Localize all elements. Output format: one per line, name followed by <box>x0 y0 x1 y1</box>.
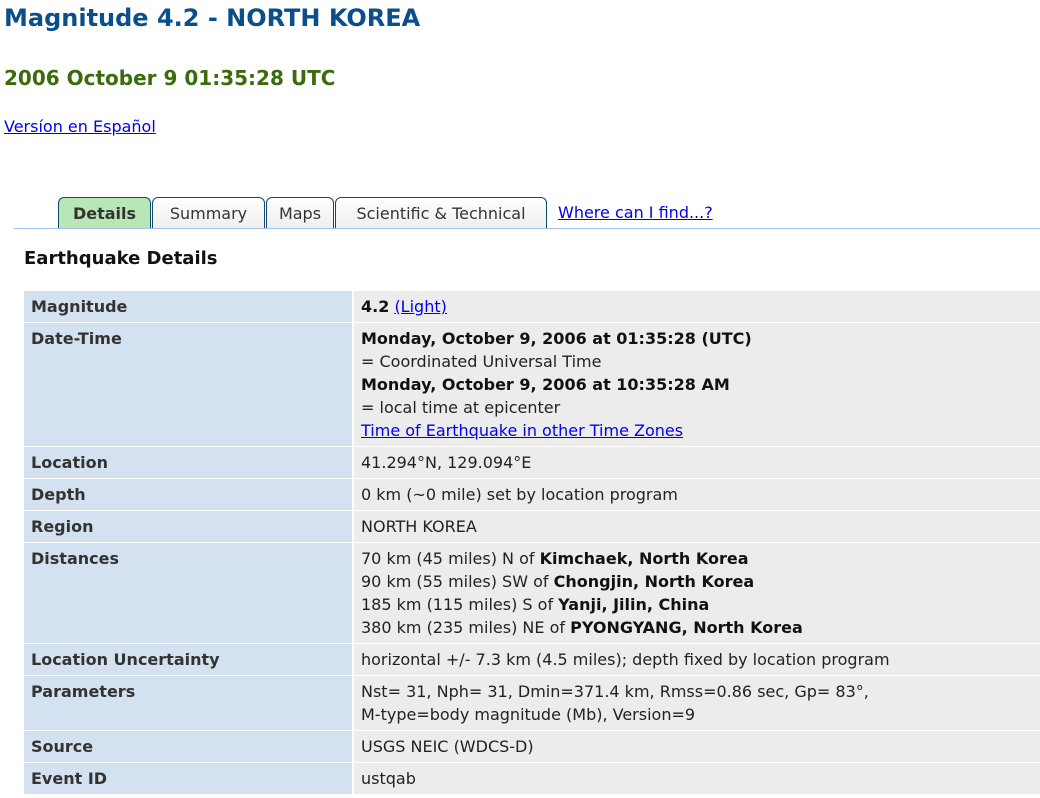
section-title: Earthquake Details <box>24 248 218 269</box>
tab-maps[interactable]: Maps <box>266 197 334 228</box>
row-label: Location <box>24 447 354 478</box>
distance-item: 70 km (45 miles) N of Kimchaek, North Ko… <box>361 549 749 568</box>
tab-details[interactable]: Details <box>58 197 151 228</box>
source-value: USGS NEIC (WDCS-D) <box>354 731 1040 762</box>
distance-item: 380 km (235 miles) NE of PYONGYANG, Nort… <box>361 618 803 637</box>
tab-summary[interactable]: Summary <box>152 197 265 228</box>
parameters-line1: Nst= 31, Nph= 31, Dmin=371.4 km, Rmss=0.… <box>361 682 869 701</box>
row-label: Region <box>24 511 354 542</box>
location-value: 41.294°N, 129.094°E <box>354 447 1040 478</box>
table-row: Source USGS NEIC (WDCS-D) <box>24 731 1040 762</box>
row-label: Parameters <box>24 676 354 730</box>
local-time: Monday, October 9, 2006 at 10:35:28 AM <box>361 375 730 394</box>
table-row: Date-Time Monday, October 9, 2006 at 01:… <box>24 323 1040 446</box>
table-row: Magnitude 4.2 (Light) <box>24 291 1040 322</box>
depth-value: 0 km (~0 mile) set by location program <box>354 479 1040 510</box>
table-row: Region NORTH KOREA <box>24 511 1040 542</box>
row-label: Depth <box>24 479 354 510</box>
magnitude-value: 4.2 <box>361 297 390 316</box>
table-row: Location 41.294°N, 129.094°E <box>24 447 1040 478</box>
row-label: Magnitude <box>24 291 354 322</box>
tab-scientific-technical[interactable]: Scientific & Technical <box>335 197 547 228</box>
row-label: Date-Time <box>24 323 354 446</box>
region-value: NORTH KOREA <box>354 511 1040 542</box>
distance-item: 185 km (115 miles) S of Yanji, Jilin, Ch… <box>361 595 710 614</box>
table-row: Parameters Nst= 31, Nph= 31, Dmin=371.4 … <box>24 676 1040 730</box>
page-title: Magnitude 4.2 - NORTH KOREA <box>4 4 421 32</box>
local-note: = local time at epicenter <box>361 398 561 417</box>
table-row: Depth 0 km (~0 mile) set by location prog… <box>24 479 1040 510</box>
details-table: Magnitude 4.2 (Light) Date-Time Monday, … <box>24 290 1040 795</box>
table-row: Event ID ustqab <box>24 763 1040 794</box>
magnitude-class-link[interactable]: (Light) <box>394 297 447 316</box>
utc-note: = Coordinated Universal Time <box>361 352 602 371</box>
distance-item: 90 km (55 miles) SW of Chongjin, North K… <box>361 572 755 591</box>
utc-time: Monday, October 9, 2006 at 01:35:28 (UTC… <box>361 329 752 348</box>
row-label: Event ID <box>24 763 354 794</box>
spanish-version-link[interactable]: Versíon en Español <box>4 117 156 136</box>
row-label: Distances <box>24 543 354 643</box>
time-zones-link[interactable]: Time of Earthquake in other Time Zones <box>361 421 684 440</box>
where-can-i-find-link[interactable]: Where can I find...? <box>558 203 713 222</box>
parameters-line2: M-type=body magnitude (Mb), Version=9 <box>361 705 696 724</box>
event-datetime: 2006 October 9 01:35:28 UTC <box>4 66 336 90</box>
uncertainty-value: horizontal +/- 7.3 km (4.5 miles); depth… <box>354 644 1040 675</box>
table-row: Location Uncertainty horizontal +/- 7.3 k… <box>24 644 1040 675</box>
event-id-value: ustqab <box>354 763 1040 794</box>
table-row: Distances 70 km (45 miles) N of Kimchaek… <box>24 543 1040 643</box>
tab-bar: Details Summary Maps Scientific & Techni… <box>14 196 1040 229</box>
row-label: Location Uncertainty <box>24 644 354 675</box>
row-label: Source <box>24 731 354 762</box>
